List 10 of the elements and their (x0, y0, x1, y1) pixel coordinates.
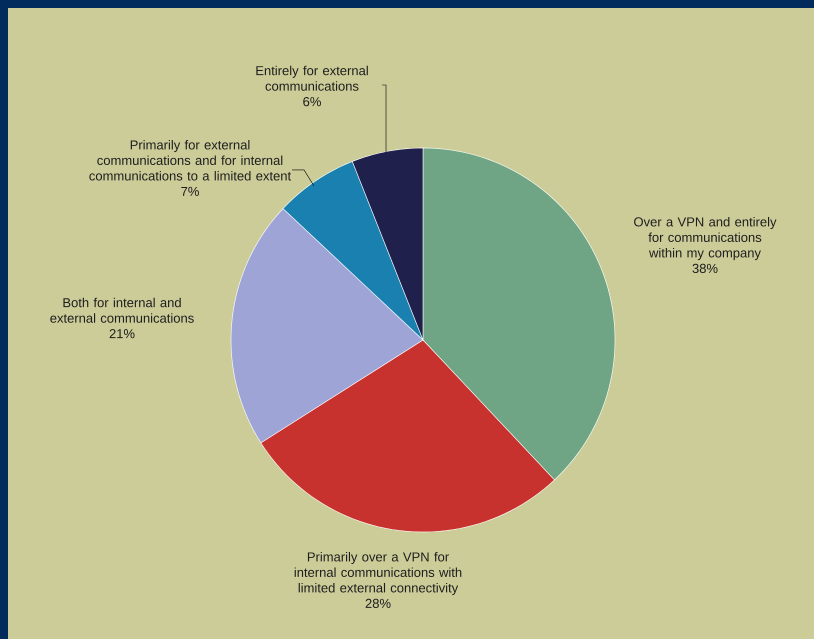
slice-label: Over a VPN and entirely for communications within my company (634, 216, 776, 260)
data-label: 38% (692, 264, 718, 274)
slice-label: Entirely for external communications (256, 66, 368, 91)
data-label: 6% (303, 97, 321, 106)
data-label: 21% (110, 329, 135, 338)
data-label: 7% (181, 186, 199, 196)
data-label: 28% (366, 598, 391, 608)
slice-label: Primarily over a VPN for internal communications with limited external connectivity (294, 552, 462, 596)
slice-label: Both for internal and external communications (50, 298, 194, 323)
slice-label: Primarily for external communications and for internal communications to a limited extent (89, 140, 292, 181)
